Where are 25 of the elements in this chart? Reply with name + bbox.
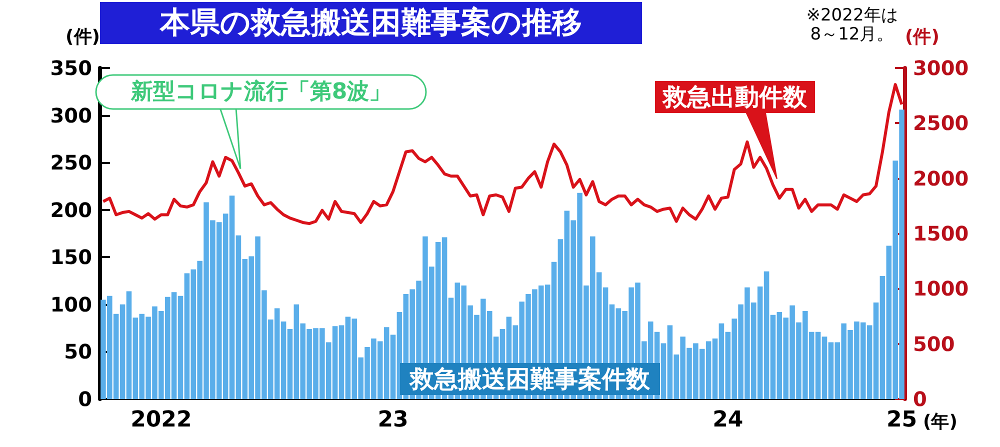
y2-tick-label: 2500 bbox=[913, 111, 969, 136]
x-tick-label: 23 bbox=[378, 408, 408, 432]
y2-tick-label: 500 bbox=[913, 332, 955, 356]
series-label: 救急出動件数 bbox=[661, 83, 808, 111]
y-tick-label: 0 bbox=[78, 387, 92, 411]
y-tick-label: 100 bbox=[50, 292, 92, 316]
series-label: 救急搬送困難事案件数 bbox=[408, 365, 651, 393]
x-tick-label: 2022 bbox=[130, 408, 192, 432]
y2-tick-label: 2000 bbox=[913, 166, 969, 190]
annotation: 新型コロナ流行「第8波」 bbox=[130, 78, 392, 104]
y2-tick-label: 1000 bbox=[913, 276, 969, 301]
y2-axis-title: (件) bbox=[905, 26, 940, 48]
x-tick-label: 24 bbox=[712, 408, 744, 432]
y2-tick-label: 3000 bbox=[913, 56, 969, 80]
y-tick-label: 250 bbox=[50, 150, 92, 175]
y-axis-title: (件) bbox=[66, 26, 100, 48]
y-tick-label: 150 bbox=[50, 245, 92, 270]
y-tick-label: 350 bbox=[50, 56, 92, 80]
y2-tick-label: 1500 bbox=[913, 222, 969, 246]
y-tick-label: 300 bbox=[50, 103, 92, 128]
y-tick-label: 200 bbox=[50, 198, 92, 222]
y-tick-label: 50 bbox=[64, 340, 92, 364]
chart-title: 本県の救急搬送困難事案の推移 bbox=[159, 6, 582, 40]
x-axis-title: (年) bbox=[922, 412, 958, 432]
text: ※2022年は8～12月。 bbox=[806, 6, 898, 44]
